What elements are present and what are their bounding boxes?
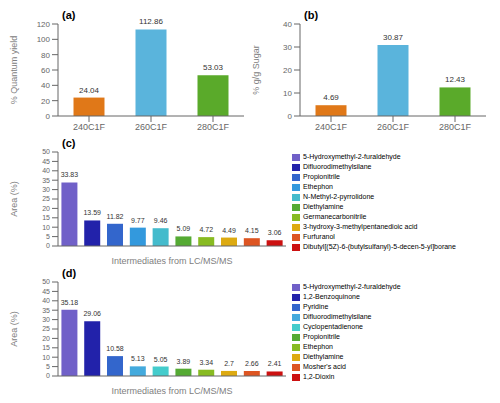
svg-text:50: 50 bbox=[42, 148, 50, 155]
svg-text:3.89: 3.89 bbox=[177, 358, 191, 365]
html-text:Difluorodimethylsilane: Difluorodimethylsilane bbox=[303, 313, 372, 320]
svg-text:15: 15 bbox=[42, 344, 50, 351]
html-text:1,2-Benzoquinone: 1,2-Benzoquinone bbox=[303, 293, 360, 300]
svg-text:2.66: 2.66 bbox=[245, 360, 259, 367]
svg-text:5: 5 bbox=[46, 233, 50, 240]
html-text:Diethylamine: Diethylamine bbox=[303, 203, 344, 210]
html-text:Germanecarbonitrile: Germanecarbonitrile bbox=[303, 213, 367, 220]
svg-text:10: 10 bbox=[283, 89, 292, 98]
svg-text:40: 40 bbox=[42, 297, 50, 304]
svg-text:120: 120 bbox=[37, 20, 51, 29]
svg-text:25: 25 bbox=[42, 195, 50, 202]
html-text:Propionitrile: Propionitrile bbox=[303, 173, 340, 180]
html-text:Pyridine: Pyridine bbox=[303, 303, 329, 310]
html-text:Ethephon: Ethephon bbox=[303, 343, 333, 350]
svg-text:13.59: 13.59 bbox=[83, 209, 101, 216]
svg-text:0: 0 bbox=[46, 372, 50, 379]
svg-text:5.09: 5.09 bbox=[177, 225, 191, 232]
svg-text:3.06: 3.06 bbox=[268, 229, 282, 236]
html-text:5-Hydroxymethyl-2-furaldehyde: 5-Hydroxymethyl-2-furaldehyde bbox=[303, 283, 401, 290]
html-text:(b): (b) bbox=[304, 9, 318, 21]
svg-text:40: 40 bbox=[41, 81, 50, 90]
svg-text:280C1F: 280C1F bbox=[439, 122, 472, 132]
svg-text:29.06: 29.06 bbox=[83, 310, 101, 317]
svg-text:0: 0 bbox=[46, 112, 51, 121]
html-text:Furfuranol: Furfuranol bbox=[303, 233, 335, 240]
svg-text:12.43: 12.43 bbox=[445, 75, 466, 84]
svg-text:24.04: 24.04 bbox=[79, 86, 100, 95]
svg-text:40: 40 bbox=[283, 20, 292, 29]
svg-text:25: 25 bbox=[42, 325, 50, 332]
svg-text:30.87: 30.87 bbox=[383, 33, 404, 42]
svg-text:260C1F: 260C1F bbox=[135, 122, 168, 132]
svg-text:35: 35 bbox=[42, 177, 50, 184]
svg-text:11.82: 11.82 bbox=[107, 213, 124, 220]
html-text:3-hydroxy-3-methylpentanedioic: 3-hydroxy-3-methylpentanedioic acid bbox=[303, 223, 418, 230]
svg-text:5.13: 5.13 bbox=[131, 355, 145, 362]
html-text:(c): (c) bbox=[62, 137, 76, 149]
html-text:Diethylamine: Diethylamine bbox=[303, 353, 344, 360]
svg-text:15: 15 bbox=[42, 214, 50, 221]
svg-text:9.77: 9.77 bbox=[131, 217, 145, 224]
svg-text:112.86: 112.86 bbox=[139, 17, 163, 26]
svg-text:5: 5 bbox=[46, 363, 50, 370]
svg-text:10: 10 bbox=[42, 354, 50, 361]
svg-text:20: 20 bbox=[41, 97, 50, 106]
html-text:1,2-Dioxin: 1,2-Dioxin bbox=[303, 373, 335, 380]
svg-text:45: 45 bbox=[42, 158, 50, 165]
svg-text:240C1F: 240C1F bbox=[73, 122, 106, 132]
svg-text:30: 30 bbox=[42, 316, 50, 323]
html-text:(d): (d) bbox=[62, 267, 76, 279]
html-text:Ethephon: Ethephon bbox=[303, 183, 333, 190]
html-text:Mosher's acid: Mosher's acid bbox=[303, 363, 346, 370]
svg-text:2.7: 2.7 bbox=[224, 360, 234, 367]
svg-text:35: 35 bbox=[42, 307, 50, 314]
svg-text:2.41: 2.41 bbox=[268, 360, 282, 367]
svg-text:4.69: 4.69 bbox=[323, 93, 339, 102]
svg-text:9.46: 9.46 bbox=[154, 217, 168, 224]
svg-text:5.05: 5.05 bbox=[154, 356, 168, 363]
html-text:(a): (a) bbox=[62, 9, 76, 21]
svg-text:0: 0 bbox=[46, 242, 50, 249]
svg-text:50: 50 bbox=[42, 278, 50, 285]
svg-text:80: 80 bbox=[41, 51, 50, 60]
svg-text:4.15: 4.15 bbox=[245, 227, 259, 234]
svg-text:260C1F: 260C1F bbox=[377, 122, 410, 132]
svg-text:Area (%): Area (%) bbox=[9, 181, 19, 217]
svg-text:% g/g Sugar: % g/g Sugar bbox=[251, 45, 261, 95]
svg-text:100: 100 bbox=[37, 35, 51, 44]
svg-text:53.03: 53.03 bbox=[203, 63, 224, 72]
svg-text:Area (%): Area (%) bbox=[9, 311, 19, 347]
svg-text:20: 20 bbox=[42, 205, 50, 212]
svg-text:60: 60 bbox=[41, 66, 50, 75]
svg-text:40: 40 bbox=[42, 167, 50, 174]
svg-text:280C1F: 280C1F bbox=[197, 122, 230, 132]
html-text:N-Methyl-2-pyrrolidone: N-Methyl-2-pyrrolidone bbox=[303, 193, 375, 200]
svg-text:3.34: 3.34 bbox=[199, 359, 213, 366]
svg-text:Intermediates from LC/MS/MS: Intermediates from LC/MS/MS bbox=[111, 256, 232, 266]
svg-text:45: 45 bbox=[42, 288, 50, 295]
svg-text:20: 20 bbox=[42, 335, 50, 342]
svg-text:20: 20 bbox=[283, 66, 292, 75]
html-text:Dibutyl[(5Z)-6-(butylsulfanyl): Dibutyl[(5Z)-6-(butylsulfanyl)-5-decen-5… bbox=[303, 243, 456, 250]
svg-text:30: 30 bbox=[42, 186, 50, 193]
html-text:5-Hydroxymethyl-2-furaldehyde: 5-Hydroxymethyl-2-furaldehyde bbox=[303, 153, 401, 160]
svg-text:35.18: 35.18 bbox=[61, 299, 79, 306]
html-text:Difluorodimethylsilane: Difluorodimethylsilane bbox=[303, 163, 372, 170]
svg-text:Intermediates from LC/MS/MS: Intermediates from LC/MS/MS bbox=[111, 386, 232, 396]
html-text:Propionitrile: Propionitrile bbox=[303, 333, 340, 340]
svg-text:240C1F: 240C1F bbox=[315, 122, 348, 132]
svg-text:30: 30 bbox=[283, 43, 292, 52]
svg-text:33.83: 33.83 bbox=[61, 171, 79, 178]
svg-text:% Quantum yield: % Quantum yield bbox=[9, 36, 19, 105]
html-text:Cyclopentadienone: Cyclopentadienone bbox=[303, 323, 363, 330]
svg-text:10: 10 bbox=[42, 224, 50, 231]
svg-text:0: 0 bbox=[288, 112, 293, 121]
svg-text:10.58: 10.58 bbox=[106, 345, 124, 352]
svg-text:4.72: 4.72 bbox=[199, 226, 213, 233]
svg-text:4.49: 4.49 bbox=[222, 227, 236, 234]
